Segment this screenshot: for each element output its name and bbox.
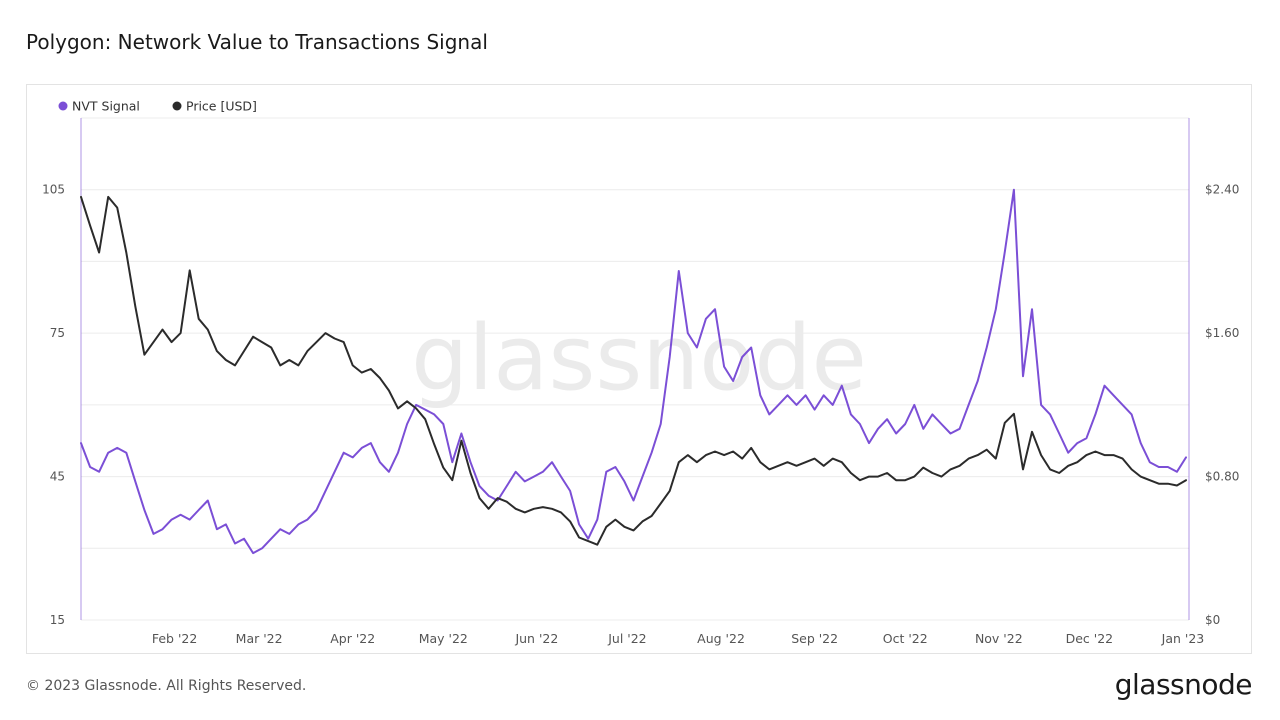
axes: 105 75 45 15 $2.40 $1.60 $0.80 $0 Feb '22 Mar '22… <box>42 118 1239 646</box>
legend-label-nvt: NVT Signal <box>72 99 140 114</box>
y-right-tick-label: $0.80 <box>1205 470 1239 484</box>
y-right-tick-label: $1.60 <box>1205 326 1239 340</box>
glassnode-logo[interactable]: glassnode <box>1114 668 1253 701</box>
copyright-text: © 2023 Glassnode. All Rights Reserved. <box>26 678 307 694</box>
y-right-tick-label: $2.40 <box>1205 183 1239 197</box>
y-left-tick-label: 75 <box>50 326 65 340</box>
y-left-tick-label: 105 <box>42 183 65 197</box>
series-line-nvt-signal <box>80 188 1187 555</box>
chart-svg: glassnode NVT Signal Price [USD] 105 75 45… <box>42 99 1239 647</box>
x-tick-label: Feb '22 <box>152 631 197 646</box>
y-right-tick-label: $0 <box>1205 613 1220 627</box>
legend-label-price: Price [USD] <box>186 99 257 114</box>
chart-panel: glassnode NVT Signal Price [USD] 105 75 45… <box>26 84 1252 654</box>
x-tick-label: Nov '22 <box>975 631 1023 646</box>
legend-swatch-nvt <box>58 101 68 111</box>
chart-title: Polygon: Network Value to Transactions S… <box>26 30 488 54</box>
x-tick-label: May '22 <box>419 631 468 646</box>
watermark: glassnode <box>411 306 867 411</box>
x-tick-label: Aug '22 <box>697 631 745 646</box>
legend-swatch-price <box>172 101 182 111</box>
x-tick-label: Dec '22 <box>1066 631 1114 646</box>
x-tick-label: Sep '22 <box>791 631 838 646</box>
x-tick-label: Mar '22 <box>236 631 283 646</box>
y-left-tick-label: 15 <box>50 613 65 627</box>
legend: NVT Signal Price [USD] <box>58 99 257 114</box>
grid-lines <box>81 117 1189 621</box>
series-layer <box>80 188 1187 555</box>
x-tick-label: Oct '22 <box>883 631 928 646</box>
y-left-tick-label: 45 <box>50 470 65 484</box>
series-line-price <box>80 195 1187 546</box>
x-tick-label: Apr '22 <box>330 631 375 646</box>
x-tick-label: Jul '22 <box>607 631 646 646</box>
x-tick-label: Jun '22 <box>514 631 558 646</box>
x-tick-label: Jan '23 <box>1161 631 1205 646</box>
